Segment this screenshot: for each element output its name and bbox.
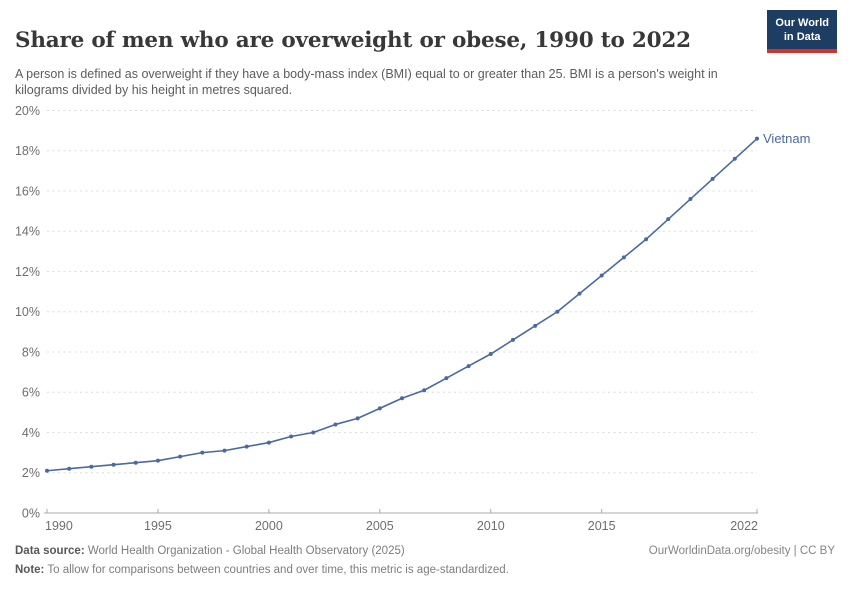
y-tick-label: 0%: [22, 506, 40, 520]
series-point: [555, 309, 560, 314]
series-point: [732, 156, 737, 161]
series-point: [466, 364, 471, 369]
x-tick-label: 2015: [588, 519, 616, 533]
series-point: [311, 430, 316, 435]
series-point: [488, 352, 493, 357]
x-tick-label: 2005: [366, 519, 394, 533]
series-point: [444, 376, 449, 381]
series-point: [178, 454, 183, 459]
series-point: [710, 176, 715, 181]
license-link[interactable]: OurWorldinData.org/obesity | CC BY: [648, 545, 835, 557]
series-point: [510, 337, 515, 342]
y-tick-label: 2%: [22, 466, 40, 480]
y-tick-label: 20%: [15, 104, 40, 118]
y-tick-label: 6%: [22, 386, 40, 400]
series-point: [45, 468, 49, 473]
y-tick-label: 16%: [15, 184, 40, 198]
series-end-label[interactable]: Vietnam: [763, 131, 810, 146]
chart-subtitle: A person is defined as overweight if the…: [15, 66, 718, 98]
series-point: [133, 460, 138, 465]
series-point: [377, 406, 382, 411]
y-tick-label: 14%: [15, 225, 40, 239]
series-point: [244, 444, 249, 449]
note-text: To allow for comparisons between countri…: [44, 564, 509, 576]
series-point: [577, 291, 582, 296]
x-tick-label: 2010: [477, 519, 505, 533]
data-source: Data source: World Health Organization -…: [15, 545, 405, 557]
chart-footer: Data source: World Health Organization -…: [15, 545, 835, 576]
series-point: [222, 448, 227, 453]
series-point: [200, 450, 205, 455]
data-source-label: Data source:: [15, 545, 85, 557]
y-tick-label: 10%: [15, 305, 40, 319]
data-source-text: World Health Organization - Global Healt…: [84, 545, 405, 557]
series-line-vietnam[interactable]: [46, 137, 758, 472]
x-tick-label: 1995: [144, 519, 172, 533]
series-point: [533, 323, 538, 328]
series-point: [333, 422, 338, 427]
footer-row-note: Note: To allow for comparisons between c…: [15, 564, 835, 576]
y-tick-label: 18%: [15, 144, 40, 158]
y-tick-label: 8%: [22, 345, 40, 359]
series-point: [422, 388, 427, 393]
series-point: [755, 136, 759, 141]
series-point: [266, 440, 271, 445]
x-tick-label: 2000: [255, 519, 283, 533]
y-tick-label: 12%: [15, 265, 40, 279]
series-point: [621, 255, 626, 260]
owid-logo-line1: Our World: [775, 17, 829, 29]
footer-row-source: Data source: World Health Organization -…: [15, 545, 835, 557]
series-point: [89, 464, 94, 469]
x-tick-label: 1990: [45, 519, 73, 533]
owid-logo[interactable]: Our World in Data: [767, 10, 837, 53]
page-title: Share of men who are overweight or obese…: [15, 28, 691, 54]
y-tick-label: 4%: [22, 426, 40, 440]
series-point: [599, 273, 604, 278]
series-point: [644, 237, 649, 242]
series-point: [688, 197, 693, 202]
series-point: [111, 462, 116, 467]
x-tick-label: 2022: [730, 519, 758, 533]
series-point: [355, 416, 360, 421]
series-point: [155, 458, 160, 463]
series-point: [289, 434, 294, 439]
note-label: Note:: [15, 564, 45, 576]
series-point: [666, 217, 671, 222]
owid-logo-line2: in Data: [783, 30, 821, 43]
series-point: [400, 396, 404, 401]
series-point: [67, 466, 72, 471]
